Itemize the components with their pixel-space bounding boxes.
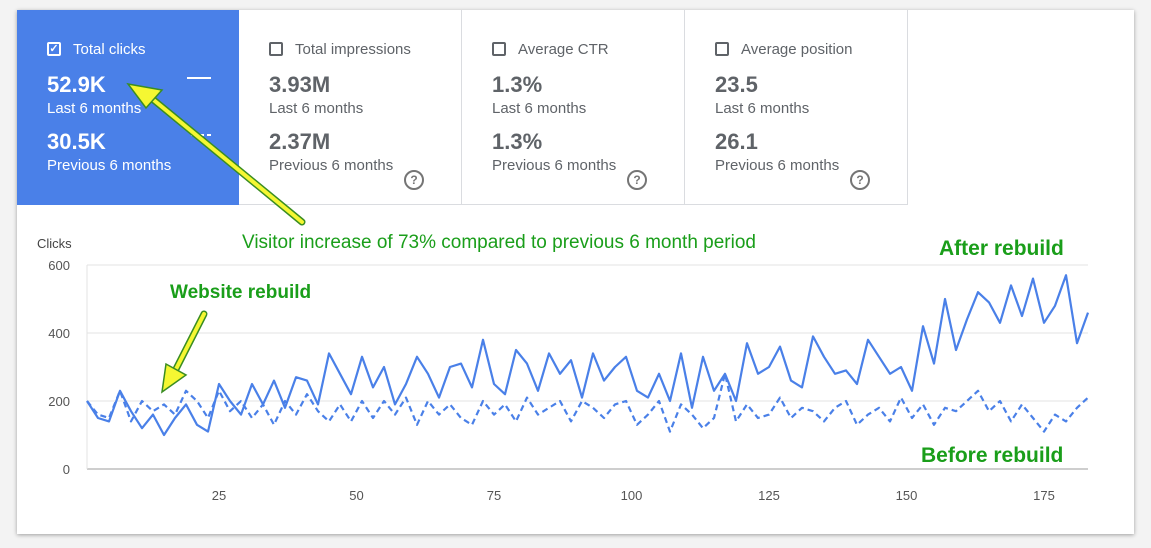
x-ticks: 25 50 75 100 125 150 175	[212, 488, 1055, 503]
metric-value-previous: 1.3%	[492, 129, 543, 154]
x-tick-label: 75	[487, 488, 501, 503]
metric-label: Total impressions	[295, 41, 411, 58]
metric-period-previous: Previous 6 months	[47, 157, 172, 174]
x-tick-label: 175	[1033, 488, 1055, 503]
metric-period-current: Last 6 months	[269, 100, 364, 117]
y-tick-label: 400	[48, 326, 70, 341]
checkbox-icon[interactable]	[715, 42, 729, 56]
metric-tile-average-ctr[interactable]: Average CTR 1.3% Last 6 months 1.3% Prev…	[462, 10, 685, 205]
help-icon[interactable]: ?	[850, 170, 870, 190]
x-tick-label: 25	[212, 488, 226, 503]
chart-series	[86, 274, 1090, 437]
performance-card: ✓ Total clicks 52.9K Last 6 months 30.5K…	[17, 10, 1134, 534]
help-icon[interactable]: ?	[627, 170, 647, 190]
x-tick-label: 100	[621, 488, 643, 503]
metric-tile-total-impressions[interactable]: Total impressions 3.93M Last 6 months 2.…	[239, 10, 462, 205]
metric-period-current: Last 6 months	[47, 100, 142, 117]
metric-period-previous: Previous 6 months	[269, 157, 394, 174]
arrow-annotation-icon	[161, 310, 208, 394]
arrow-annotation-icon	[126, 82, 306, 226]
metric-value-previous: 26.1	[715, 129, 758, 154]
metric-tile-average-position[interactable]: Average position 23.5 Last 6 months 26.1…	[685, 10, 908, 205]
metric-value-current: 1.3%	[492, 72, 543, 97]
checkbox-icon[interactable]	[492, 42, 506, 56]
before-rebuild-label: Before rebuild	[921, 444, 1063, 467]
metric-period-previous: Previous 6 months	[715, 157, 840, 174]
metric-value-previous: 2.37M	[269, 129, 331, 154]
increase-annotation: Visitor increase of 73% compared to prev…	[242, 232, 756, 253]
metric-value-previous: 30.5K	[47, 129, 106, 154]
metric-value-current: 23.5	[715, 72, 758, 97]
checkbox-icon[interactable]: ✓	[47, 42, 61, 56]
metric-period-previous: Previous 6 months	[492, 157, 617, 174]
metric-period-current: Last 6 months	[492, 100, 587, 117]
checkbox-icon[interactable]	[269, 42, 283, 56]
rebuild-annotation: Website rebuild	[170, 282, 311, 303]
x-tick-label: 50	[349, 488, 363, 503]
after-rebuild-label: After rebuild	[939, 237, 1064, 260]
y-ticks: 0 200 400 600	[48, 258, 70, 477]
y-tick-label: 200	[48, 394, 70, 409]
metric-value-current: 52.9K	[47, 72, 106, 97]
y-tick-label: 0	[63, 462, 70, 477]
metric-label: Total clicks	[73, 41, 146, 58]
help-icon[interactable]: ?	[404, 170, 424, 190]
metric-label: Average position	[741, 41, 853, 58]
metric-label: Average CTR	[518, 41, 609, 58]
x-tick-label: 150	[896, 488, 918, 503]
metric-period-current: Last 6 months	[715, 100, 810, 117]
series-line-before-rebuild	[86, 372, 1089, 433]
series-line-after-rebuild	[86, 274, 1090, 437]
y-axis-label: Clicks	[37, 236, 72, 251]
solid-line-legend-icon	[187, 77, 211, 79]
x-tick-label: 125	[758, 488, 780, 503]
metric-value-current: 3.93M	[269, 72, 331, 97]
metric-tile-total-clicks[interactable]: ✓ Total clicks 52.9K Last 6 months 30.5K…	[17, 10, 239, 205]
y-tick-label: 600	[48, 258, 70, 273]
